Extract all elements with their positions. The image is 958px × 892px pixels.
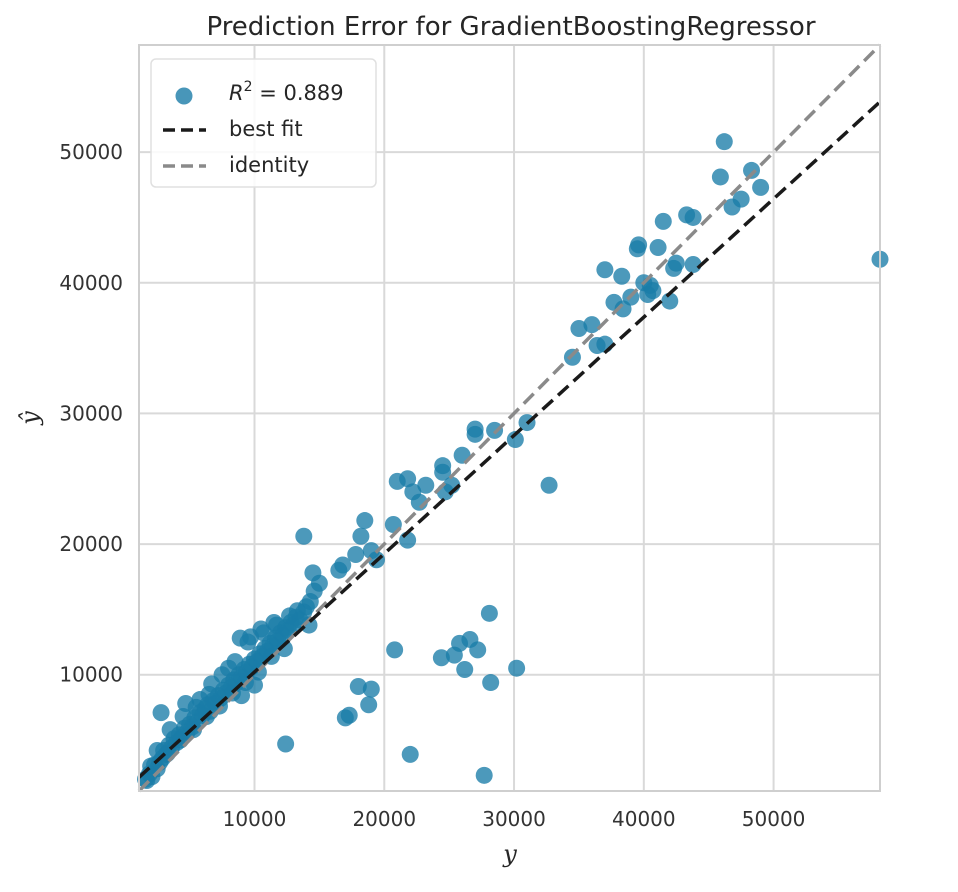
y-tick-label: 50000: [59, 140, 123, 164]
data-point: [667, 254, 685, 272]
data-point: [161, 721, 179, 739]
identity-line: [137, 43, 882, 793]
data-point: [177, 694, 195, 712]
data-point: [191, 691, 209, 709]
data-point: [583, 316, 601, 334]
data-point: [486, 421, 504, 439]
data-point: [752, 178, 770, 196]
data-point: [482, 674, 500, 692]
data-point: [401, 745, 419, 763]
data-point: [613, 267, 631, 285]
data-point: [644, 282, 662, 300]
data-point: [630, 236, 648, 254]
data-point: [434, 457, 452, 475]
data-point: [540, 476, 558, 494]
data-point: [275, 640, 293, 658]
data-point: [360, 696, 378, 714]
data-point: [174, 708, 192, 726]
x-tick-label: 10000: [223, 807, 287, 831]
data-point: [508, 659, 526, 677]
chart-title: Prediction Error for GradientBoostingReg…: [206, 12, 815, 42]
x-tick-label: 50000: [742, 807, 806, 831]
data-point: [649, 239, 667, 257]
data-point: [456, 660, 474, 678]
y-tick-labels: 10000 20000 30000 40000 50000: [59, 140, 123, 687]
data-point: [386, 641, 404, 659]
data-point: [268, 616, 286, 634]
r2-value: = 0.889: [253, 81, 344, 105]
reference-lines: [137, 43, 882, 793]
y-tick-label: 30000: [59, 401, 123, 425]
data-point: [743, 161, 761, 179]
y-axis-label: ŷ: [16, 411, 44, 426]
data-point: [152, 704, 170, 722]
data-point: [684, 255, 702, 273]
y-tick-label: 40000: [59, 271, 123, 295]
legend-label-best-fit: best fit: [229, 117, 303, 141]
legend-label-r2: R2 = 0.889: [229, 79, 344, 105]
data-point: [596, 261, 614, 279]
data-point: [340, 706, 358, 724]
data-point: [506, 431, 524, 449]
data-point: [661, 292, 679, 310]
data-point: [347, 546, 365, 564]
r2-symbol: R: [229, 81, 244, 105]
data-point: [349, 677, 367, 695]
legend-label-identity: identity: [229, 153, 309, 177]
data-point: [480, 604, 498, 622]
data-point: [417, 476, 435, 494]
data-point: [300, 616, 318, 634]
data-point: [684, 208, 702, 226]
data-point: [352, 527, 370, 545]
x-tick-label: 20000: [352, 807, 416, 831]
x-tick-label: 40000: [612, 807, 676, 831]
grid-lines: [139, 45, 880, 791]
data-point: [466, 420, 484, 438]
data-point: [654, 212, 672, 230]
x-tick-label: 30000: [482, 807, 546, 831]
y-tick-label: 10000: [59, 663, 123, 687]
data-point: [732, 190, 750, 208]
data-point: [356, 512, 374, 530]
data-point: [304, 564, 322, 582]
data-point: [399, 470, 417, 488]
legend-box: [150, 58, 377, 188]
x-tick-labels: 10000 20000 30000 40000 50000: [223, 807, 806, 831]
data-point: [334, 556, 352, 574]
data-point: [255, 624, 273, 642]
data-point: [469, 641, 487, 659]
data-point: [231, 629, 249, 647]
x-axis-label: y: [502, 840, 517, 868]
data-point: [203, 675, 221, 693]
data-point: [711, 168, 729, 186]
data-point: [295, 527, 313, 545]
data-point: [362, 680, 380, 698]
data-point: [288, 602, 306, 620]
plot-frame: [138, 44, 881, 792]
data-point: [432, 649, 450, 667]
data-point: [277, 735, 295, 753]
data-point: [596, 335, 614, 353]
legend-marker-r2: [175, 87, 193, 105]
data-point: [563, 348, 581, 366]
r2-superscript: 2: [244, 79, 253, 95]
data-point: [475, 766, 493, 784]
data-point: [570, 320, 588, 338]
data-point: [220, 659, 238, 677]
data-point: [715, 133, 733, 151]
legend: R2 = 0.889 best fit identity: [150, 58, 377, 188]
y-tick-label: 20000: [59, 532, 123, 556]
